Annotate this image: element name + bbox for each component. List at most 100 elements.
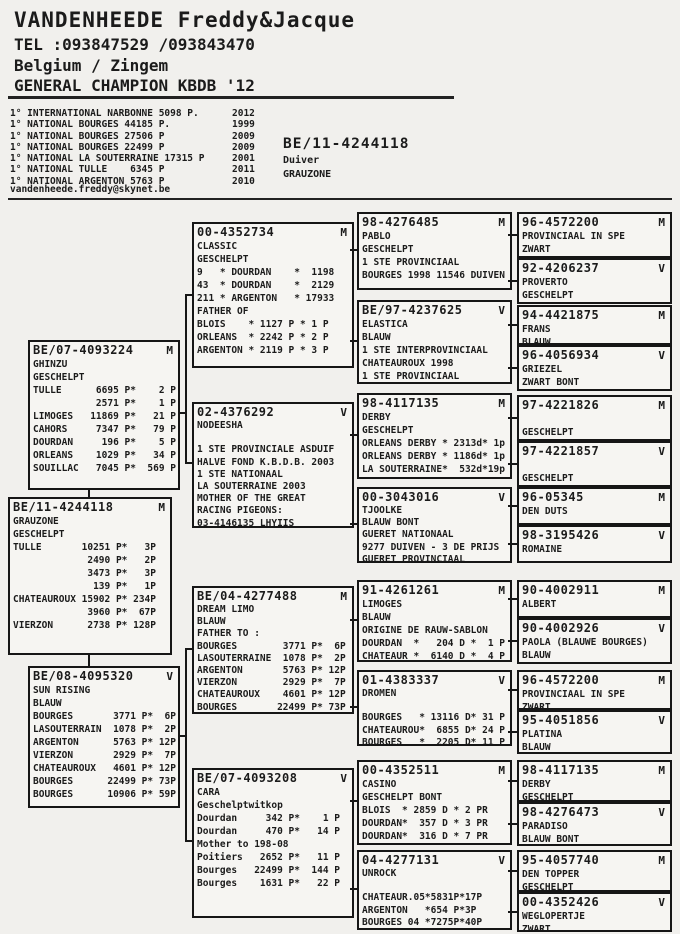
ring-number: 02-4376292 xyxy=(197,405,275,419)
performance-lines: PAOLA (BLAUWE BOURGES) BLAUW xyxy=(522,637,648,661)
performance-lines: DERBY GESCHELPT xyxy=(522,779,574,802)
ring-number: 98-4276485 xyxy=(362,215,440,229)
performance-lines: DREAM LIMO BLAUW FATHER TO : BOURGES 377… xyxy=(197,604,346,713)
pedigree-box-ggp-5: 91-4261261 M LIMOGES BLAUW ORIGINE DE RAU… xyxy=(357,580,512,662)
ring-number: 92-4206237 xyxy=(522,261,600,275)
pedigree-box-ggp-4: 00-3043016 V TJOOLKE BLAUW BONT GUERET NA… xyxy=(357,487,512,563)
connector-line xyxy=(350,888,358,890)
connector-line xyxy=(508,780,518,782)
bird-name: GRAUZONE xyxy=(283,169,332,180)
sex-indicator: M xyxy=(658,309,665,322)
achievement-row: 1° NATIONAL BOURGES 22499 P 2009 xyxy=(10,142,270,153)
performance-lines: TJOOLKE BLAUW BONT GUERET NATIONAAL 9277… xyxy=(362,505,500,563)
ring-number: BE/04-4277488 xyxy=(197,589,298,603)
performance-lines: SUN RISING BLAUW BOURGES 3771 P* 6P LASO… xyxy=(33,685,176,800)
ring-number: BE/97-4237625 xyxy=(362,303,463,317)
ring-number: 98-4117135 xyxy=(362,396,440,410)
pedigree-box-gggp-10: 90-4002926 V PAOLA (BLAUWE BOURGES) BLAUW xyxy=(517,618,672,664)
connector-line xyxy=(185,294,193,296)
achievements-list: 1° INTERNATIONAL NARBONNE 5098 P. 2012 1°… xyxy=(10,108,270,187)
pedigree-box-gggp-7: 96-05345 M DEN DUTS xyxy=(517,487,672,525)
connector-line xyxy=(350,523,358,525)
performance-lines: GHINZU GESCHELPT TULLE 6695 P* 2 P 2571 … xyxy=(33,359,176,474)
sex-indicator: V xyxy=(498,854,505,867)
pedigree-box-gggp-15: 95-4057740 M DEN TOPPER GESCHELPT xyxy=(517,850,672,892)
connector-line xyxy=(350,706,358,708)
performance-lines: FRANS BLAUW xyxy=(522,324,551,345)
pedigree-box-subject: BE/11-4244118 M GRAUZONE GESCHELPT TULLE … xyxy=(8,497,172,655)
connector-line xyxy=(88,654,90,667)
achievement-year: 1999 xyxy=(232,119,255,131)
connector-line xyxy=(508,417,518,419)
performance-lines: PARADISO BLAUW BONT xyxy=(522,821,580,845)
bird-type-label: Duiver xyxy=(283,155,320,166)
ring-number: 95-4051856 xyxy=(522,713,600,727)
achievement-row: 1° INTERNATIONAL NARBONNE 5098 P. 2012 xyxy=(10,108,270,119)
sex-indicator: M xyxy=(158,501,165,514)
performance-lines: DROMEN BOURGES * 13116 D* 31 P CHATEAURO… xyxy=(362,688,505,746)
ring-number: 91-4261261 xyxy=(362,583,440,597)
achievement-event: 1° NATIONAL ARGENTON 5763 P xyxy=(10,175,165,187)
pedigree-box-gggp-3: 94-4421875 M FRANS BLAUW xyxy=(517,305,672,345)
connector-line xyxy=(350,340,358,342)
owner-location: Belgium / Zingem xyxy=(14,56,169,75)
performance-lines: DEN DUTS xyxy=(522,506,568,517)
sex-indicator: V xyxy=(658,896,665,909)
achievement-row: 1° NATIONAL ARGENTON 5763 P 2010 xyxy=(10,176,270,187)
connector-line xyxy=(179,412,187,414)
performance-lines: WEGLOPERTJE ZWART xyxy=(522,911,585,932)
pedigree-box-gggp-14: 98-4276473 V PARADISO BLAUW BONT xyxy=(517,802,672,846)
pedigree-box-grandsire-1: 00-4352734 M CLASSIC GESCHELPT 9 * DOURDA… xyxy=(192,222,354,368)
sex-indicator: V xyxy=(658,262,665,275)
sex-indicator: V xyxy=(658,714,665,727)
ring-number: 98-4276473 xyxy=(522,805,600,819)
pedigree-box-ggp-2: BE/97-4237625 V ELASTICA BLAUW 1 STE INTE… xyxy=(357,300,512,384)
performance-lines: PROVINCIAAL IN SPE ZWART xyxy=(522,689,625,710)
ring-number: 97-4221857 xyxy=(522,444,600,458)
pedigree-box-granddam-1: 02-4376292 V NODEESHA 1 STE PROVINCIALE A… xyxy=(192,402,354,528)
achievement-event: 1° NATIONAL BOURGES 27506 P xyxy=(10,130,165,142)
connector-line xyxy=(508,505,518,507)
connector-line xyxy=(508,911,518,913)
pedigree-box-gggp-12: 95-4051856 V PLATINA BLAUW xyxy=(517,710,672,754)
performance-lines: NODEESHA 1 STE PROVINCIALE ASDUIF HALVE … xyxy=(197,420,335,528)
pedigree-box-grandsire-2: BE/04-4277488 M DREAM LIMO BLAUW FATHER T… xyxy=(192,586,354,714)
sex-indicator: M xyxy=(498,397,505,410)
champion-title: GENERAL CHAMPION KBDB '12 xyxy=(14,76,255,95)
connector-line xyxy=(350,249,358,251)
ring-number: 04-4277131 xyxy=(362,853,440,867)
achievement-year: 2009 xyxy=(232,130,255,142)
pedigree-box-gggp-6: 97-4221857 V GESCHELPT xyxy=(517,441,672,487)
achievement-row: 1° NATIONAL LA SOUTERRAINE 17315 P 2001 xyxy=(10,153,270,164)
pedigree-box-ggp-6: 01-4383337 V DROMEN BOURGES * 13116 D* 31… xyxy=(357,670,512,746)
performance-lines: PROVERTO GESCHELPT xyxy=(522,277,574,301)
pedigree-box-granddam-2: BE/07-4093208 V CARA Geschelptwitkop Dour… xyxy=(192,768,354,918)
pedigree-box-gggp-5: 97-4221826 M GESCHELPT xyxy=(517,395,672,441)
ring-number: 90-4002926 xyxy=(522,621,600,635)
achievement-event: 1° NATIONAL TULLE 6345 P xyxy=(10,164,165,176)
connector-line xyxy=(185,462,193,464)
performance-lines: LIMOGES BLAUW ORIGINE DE RAUW-SABLON DOU… xyxy=(362,599,505,662)
connector-line xyxy=(185,840,193,842)
achievement-row: 1° NATIONAL BOURGES 44185 P. 1999 xyxy=(10,119,270,130)
achievement-year: 2012 xyxy=(232,108,255,119)
sex-indicator: M xyxy=(658,491,665,504)
achievement-event: 1° NATIONAL BOURGES 44185 P. xyxy=(10,119,171,131)
connector-line xyxy=(508,689,518,691)
connector-line xyxy=(508,598,518,600)
owner-phone: TEL :093847529 /093843470 xyxy=(14,35,255,54)
performance-lines: ROMAINE xyxy=(522,544,563,555)
connector-line xyxy=(88,490,90,498)
connector-line xyxy=(508,823,518,825)
sex-indicator: M xyxy=(658,584,665,597)
ring-number: BE/07-4093224 xyxy=(33,343,134,357)
performance-lines: PROVINCIAAL IN SPE ZWART xyxy=(522,231,625,255)
sex-indicator: M xyxy=(340,226,347,239)
pedigree-box-ggp-8: 04-4277131 V UNROCK CHATEAUR.05*5831P*17P… xyxy=(357,850,512,930)
ring-number: 96-4572200 xyxy=(522,673,600,687)
sex-indicator: M xyxy=(340,590,347,603)
achievement-event: 1° NATIONAL BOURGES 22499 P xyxy=(10,141,165,153)
pedigree-box-gggp-4: 96-4056934 V GRIEZEL ZWART BONT xyxy=(517,345,672,391)
pedigree-box-mother: BE/08-4095320 V SUN RISING BLAUW BOURGES … xyxy=(28,666,180,808)
connector-line xyxy=(508,543,518,545)
